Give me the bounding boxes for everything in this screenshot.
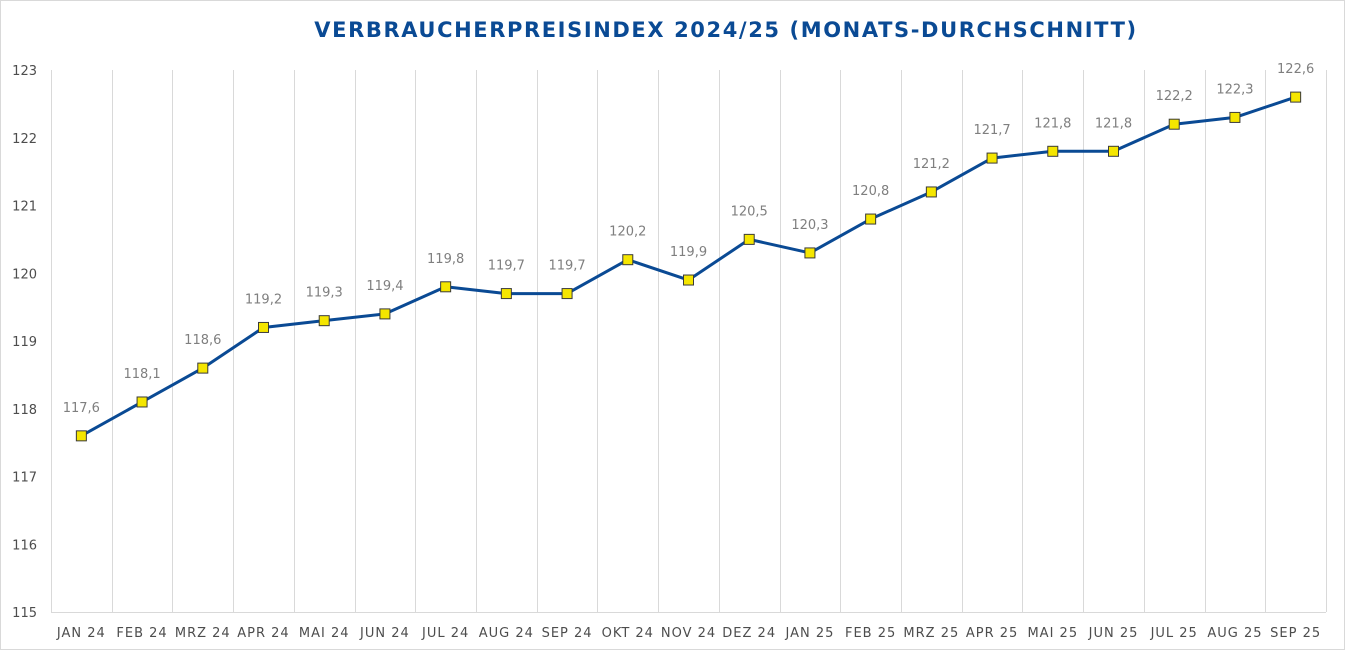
data-label: 121,8: [1095, 116, 1132, 131]
data-point-marker: [561, 288, 573, 300]
y-tick-label: 115: [12, 606, 37, 621]
data-label: 122,3: [1216, 82, 1253, 97]
data-point-marker: [1168, 118, 1180, 130]
x-tick-label: FEB 24: [116, 626, 167, 641]
x-tick-label: SEP 25: [1270, 626, 1321, 641]
x-tick-label: AUG 24: [479, 626, 534, 641]
data-label: 119,8: [427, 252, 464, 267]
data-point-marker: [1229, 111, 1241, 123]
y-tick-label: 120: [12, 267, 37, 282]
data-label: 118,6: [184, 333, 221, 348]
data-point-marker: [75, 430, 87, 442]
x-tick-label: MAI 25: [1027, 626, 1078, 641]
data-point-marker: [318, 315, 330, 327]
x-tick-label: NOV 24: [661, 626, 716, 641]
data-label: 119,4: [366, 279, 403, 294]
data-point-marker: [622, 254, 634, 266]
x-tick-label: MRZ 24: [175, 626, 231, 641]
y-tick-label: 117: [12, 471, 37, 486]
x-tick-label: JUN 25: [1088, 626, 1139, 641]
data-point-marker: [197, 362, 209, 374]
x-tick-label: FEB 25: [845, 626, 896, 641]
data-point-marker: [136, 396, 148, 408]
data-label: 119,2: [245, 292, 282, 307]
x-tick-label: AUG 25: [1207, 626, 1262, 641]
y-tick-label: 119: [12, 335, 37, 350]
chart-title: VERBRAUCHERPREISINDEX 2024/25 (MONATS-DU…: [314, 18, 1138, 42]
x-tick-label: JUN 24: [359, 626, 410, 641]
x-tick-label: MAI 24: [299, 626, 350, 641]
data-point-marker: [258, 321, 269, 333]
data-label: 121,7: [973, 123, 1010, 138]
y-tick-label: 122: [12, 132, 37, 147]
y-tick-label: 121: [12, 200, 37, 215]
x-tick-label: JAN 25: [784, 626, 834, 641]
data-label: 119,7: [488, 259, 525, 274]
data-label: 121,2: [913, 157, 950, 172]
data-label: 119,7: [548, 259, 585, 274]
data-point-marker: [440, 281, 452, 293]
data-label: 118,1: [123, 367, 160, 382]
data-point-marker: [379, 308, 391, 320]
data-point-marker: [986, 152, 998, 164]
data-point-marker: [804, 247, 816, 259]
x-tick-label: MRZ 25: [903, 626, 959, 641]
x-tick-label: OKT 24: [602, 626, 654, 641]
data-point-marker: [1047, 145, 1059, 157]
data-label: 120,8: [852, 184, 889, 199]
data-point-marker: [683, 274, 694, 286]
y-tick-label: 118: [12, 403, 37, 418]
data-label: 117,6: [63, 401, 100, 416]
x-tick-label: SEP 24: [542, 626, 593, 641]
y-tick-label: 123: [12, 64, 37, 79]
x-tick-label: APR 25: [966, 626, 1018, 641]
data-label: 121,8: [1034, 116, 1071, 131]
data-label: 122,6: [1277, 62, 1314, 77]
x-tick-label: DEZ 24: [722, 626, 776, 641]
data-label: 119,3: [306, 286, 343, 301]
data-label: 120,3: [791, 218, 828, 233]
data-label: 119,9: [670, 245, 707, 260]
data-point-marker: [865, 213, 877, 225]
x-tick-label: JAN 24: [56, 626, 106, 641]
data-point-marker: [1108, 145, 1119, 157]
y-tick-label: 116: [12, 538, 37, 553]
data-label: 122,2: [1156, 89, 1193, 104]
data-label: 120,2: [609, 225, 646, 240]
x-tick-label: APR 24: [237, 626, 289, 641]
data-label: 120,5: [731, 204, 768, 219]
x-tick-label: JUL 24: [421, 626, 469, 641]
data-point-marker: [925, 186, 937, 198]
data-point-marker: [743, 233, 755, 245]
data-point-marker: [1290, 91, 1302, 103]
x-tick-label: JUL 25: [1150, 626, 1198, 641]
data-point-marker: [500, 288, 512, 300]
